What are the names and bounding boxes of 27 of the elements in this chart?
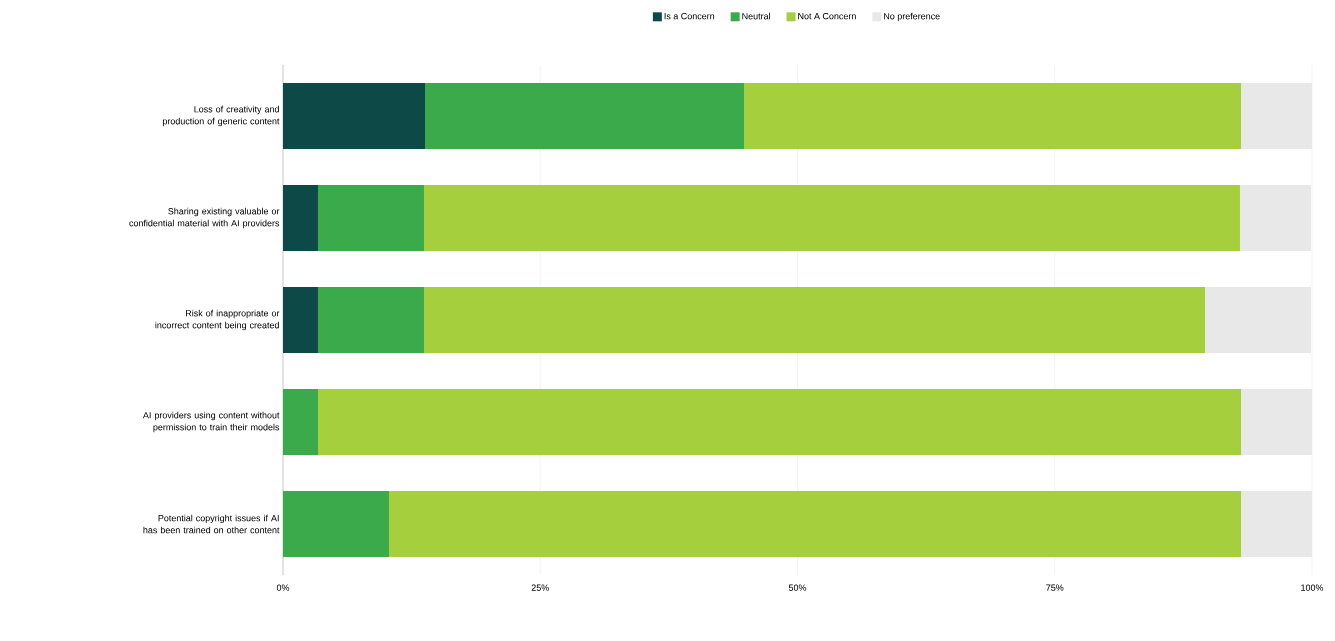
bar (283, 287, 318, 353)
y-tick-label: AI providers using content without permission to train their models (142, 411, 280, 433)
legend-label: Not A Concern (798, 12, 856, 20)
bar (283, 185, 318, 251)
legend-label: Is a Concern (664, 12, 715, 20)
y-tick-label: Risk of inappropriate or incorrect content being created (155, 309, 280, 331)
bar (388, 491, 1242, 557)
x-tick-label: 100% (1301, 584, 1324, 591)
bar (425, 83, 744, 149)
legend-label: No preference (884, 12, 940, 22)
y-tick-label: Potential copyright issues if AI has been trained on other content (143, 514, 280, 534)
bar (317, 287, 424, 353)
x-tick-label: 0% (276, 584, 290, 591)
y-tick-label: Loss of creativity and production of generic content (162, 105, 280, 127)
bar (283, 83, 425, 149)
bar (744, 83, 1242, 149)
legend-label: Neutral (742, 12, 770, 20)
x-tick-label: 75% (1046, 584, 1064, 591)
bar (423, 185, 1240, 251)
x-tick-label: 25% (531, 584, 549, 591)
bar (283, 491, 389, 557)
bar (283, 389, 318, 455)
bar (317, 185, 424, 251)
bar (423, 287, 1205, 353)
x-tick-label: 50% (788, 584, 807, 591)
bar (317, 389, 1242, 455)
y-tick-label: Sharing existing valuable or confidential material with AI providers (129, 207, 280, 229)
